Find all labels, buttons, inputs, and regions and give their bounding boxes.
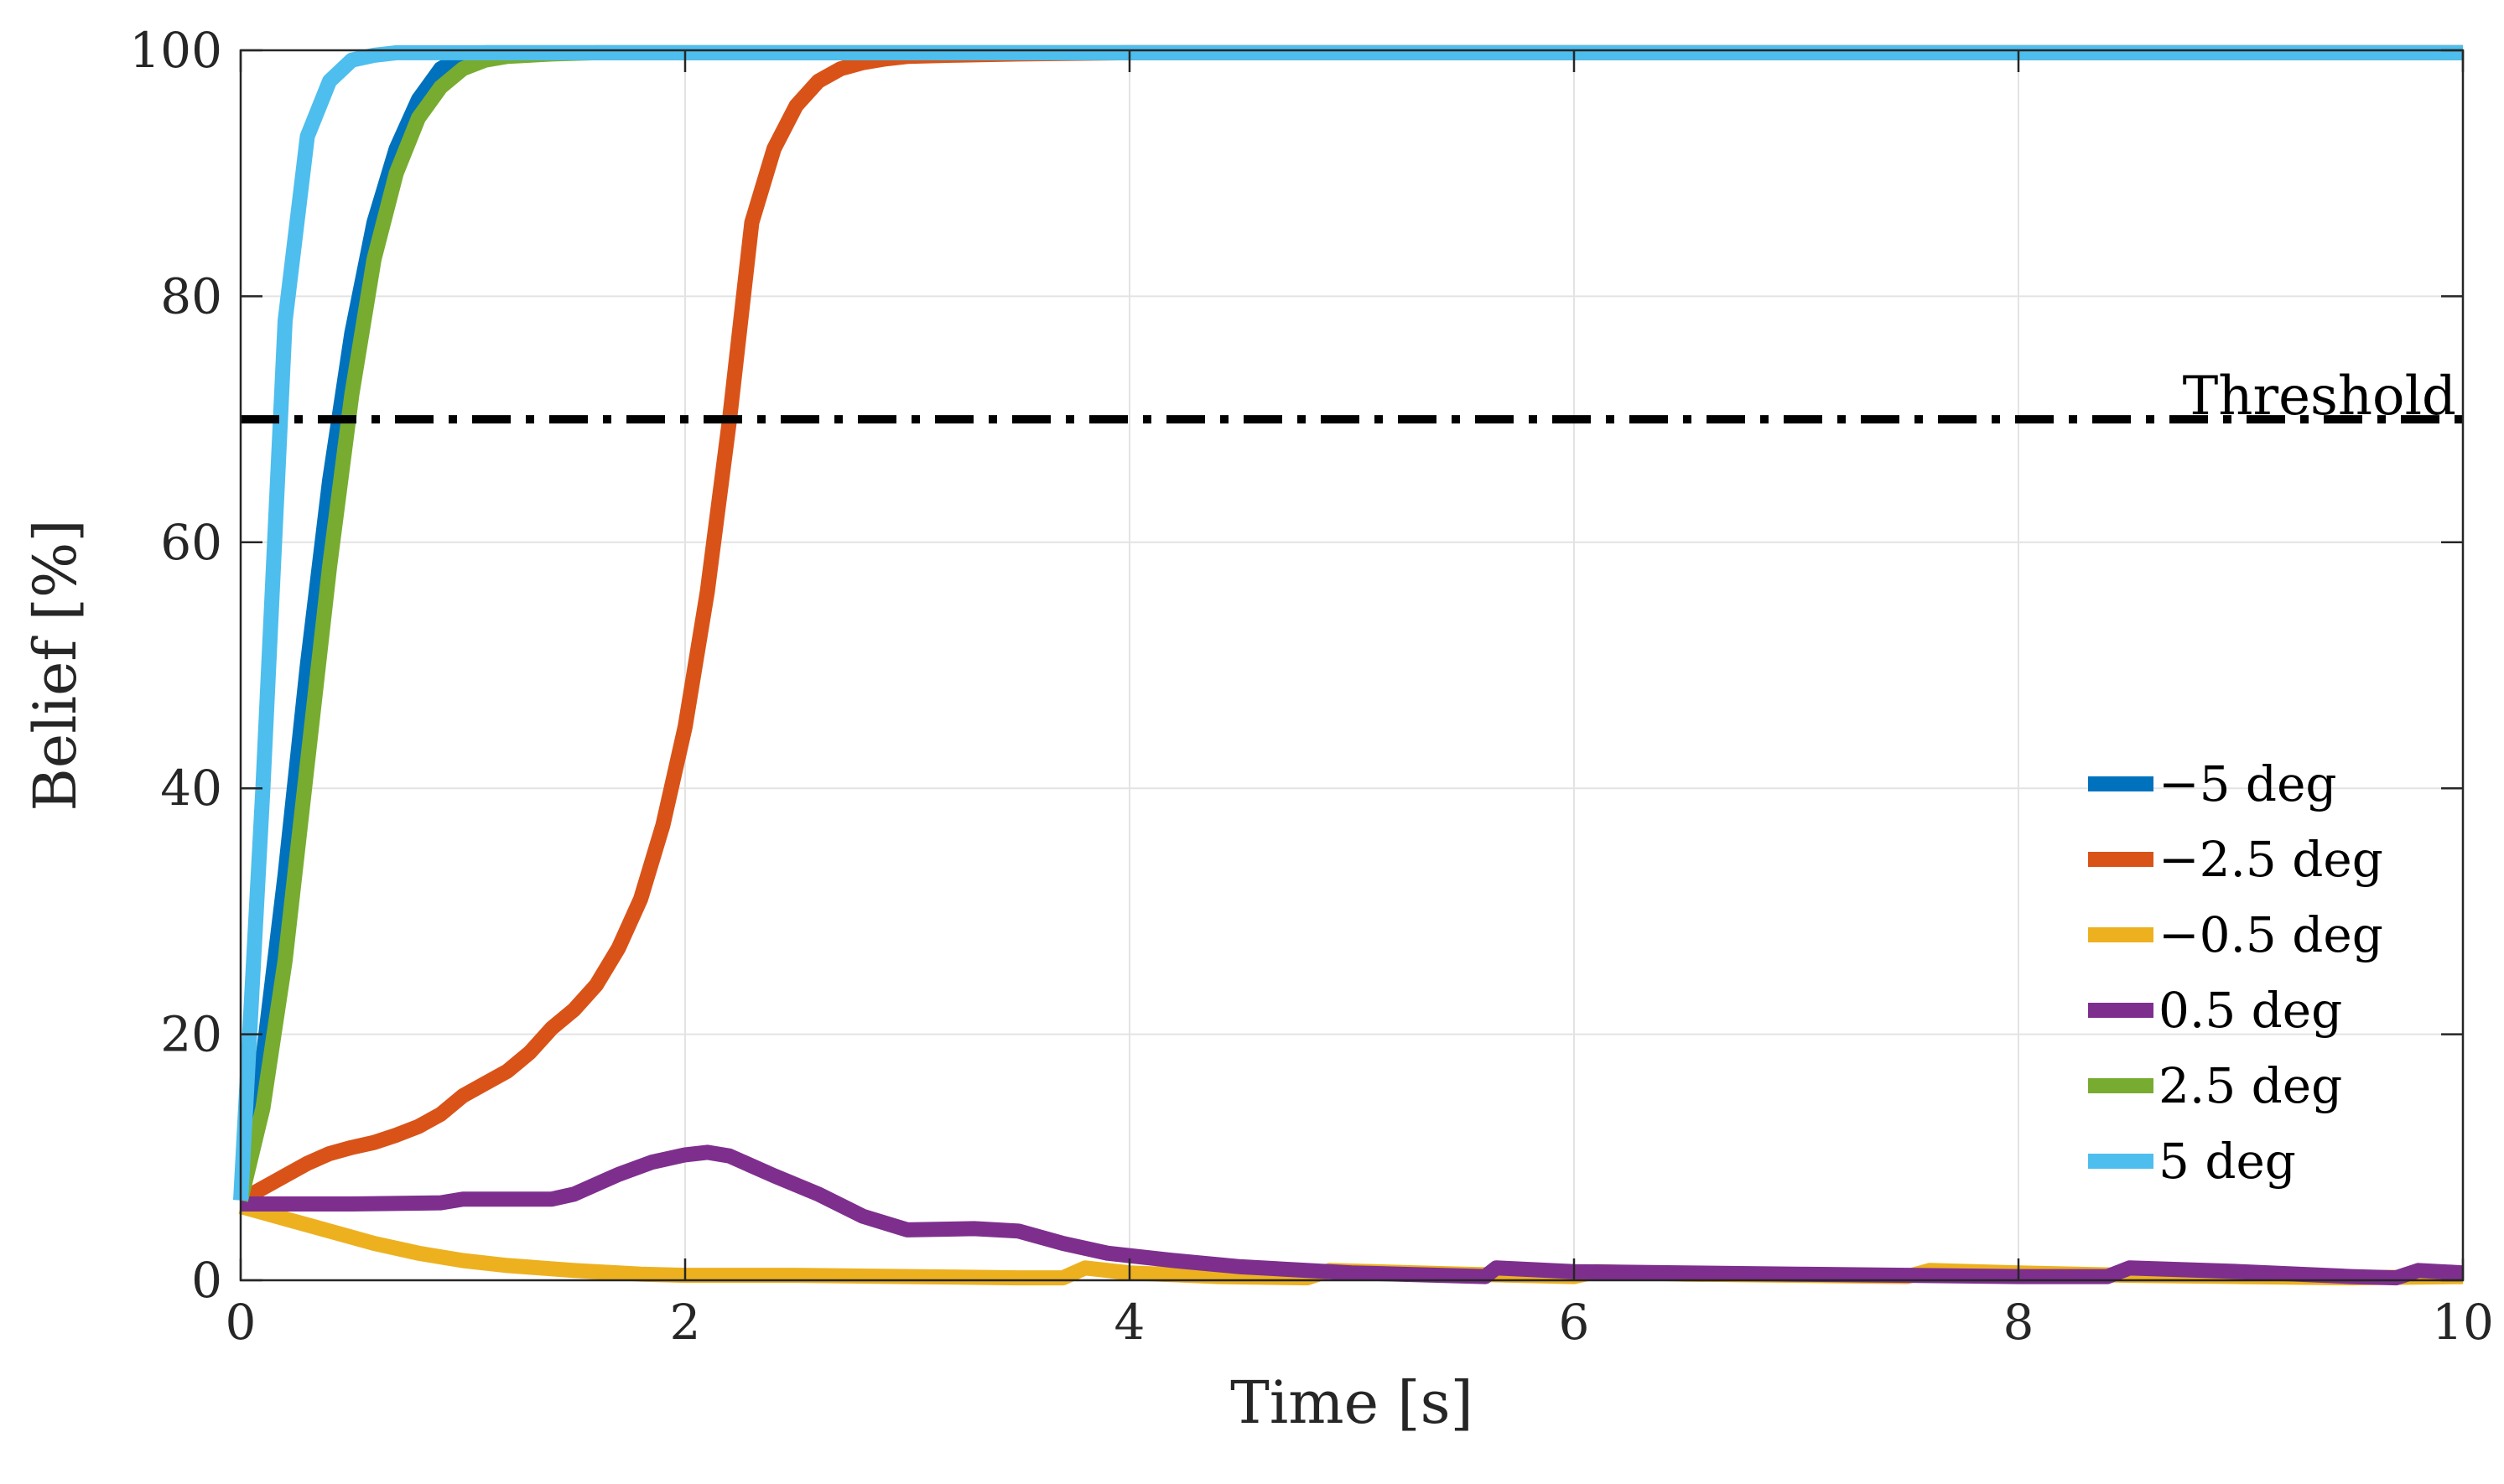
plot-area-border [239,49,2465,1282]
legend-label-4: 2.5 deg [2159,1057,2342,1114]
x-tick-label-1: 2 [670,1294,701,1351]
threshold-label: Threshold [2183,366,2456,428]
legend-label-3: 0.5 deg [2159,982,2342,1039]
x-axis-label: Time [s] [1230,1368,1473,1437]
x-tick-label-0: 0 [226,1294,257,1351]
y-tick-label-0: 0 [191,1252,222,1309]
legend-label-2: −0.5 deg [2159,906,2383,963]
y-axis-label: Belief [%] [21,519,90,811]
series-line-3 [241,1144,2464,1286]
threshold: Threshold [241,366,2463,428]
legend-label-1: −2.5 deg [2159,831,2383,888]
y-tick-label-1: 20 [160,1006,222,1063]
x-tick-label-5: 10 [2432,1294,2494,1351]
x-tick-label-2: 4 [1114,1294,1146,1351]
series-line-5 [233,44,2463,1201]
legend: −5 deg −2.5 deg −0.5 deg 0.5 deg 2.5 deg 5 de… [2088,755,2383,1190]
x-tick-label-4: 8 [2003,1294,2034,1351]
y-tick-label-3: 60 [160,514,222,571]
x-tick-label-3: 6 [1559,1294,1590,1351]
y-tick-label-4: 80 [160,267,222,324]
legend-label-5: 5 deg [2159,1133,2296,1190]
y-tick-label-5: 100 [129,22,222,79]
y-tick-label-2: 40 [160,760,222,817]
legend-label-0: −5 deg [2159,755,2337,812]
